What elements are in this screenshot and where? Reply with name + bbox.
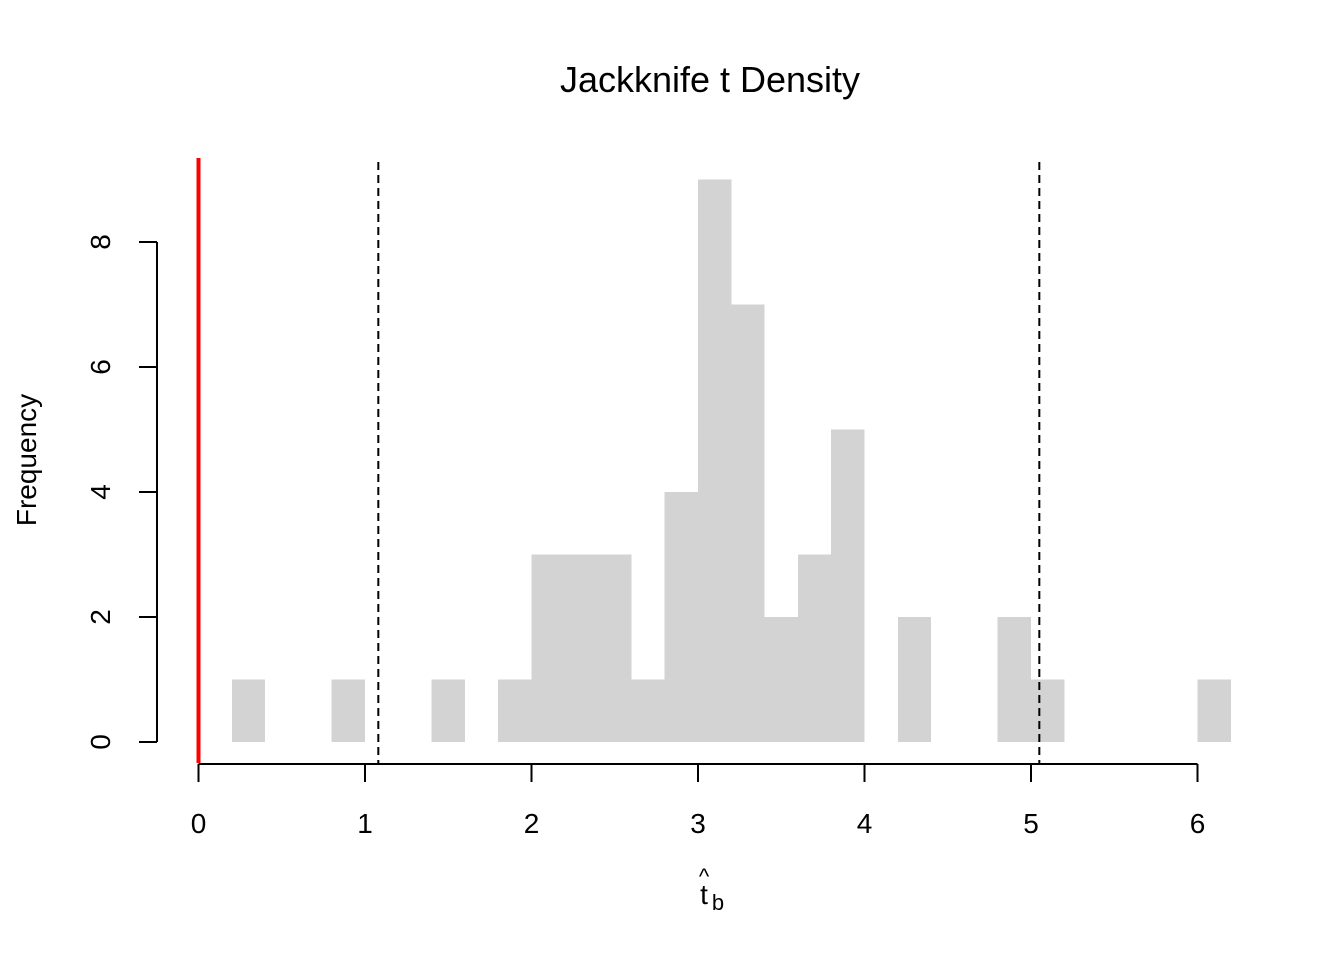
histogram-bar: [731, 304, 765, 742]
x-tick-label: 1: [357, 808, 373, 839]
x-axis: 0 1 2 3 4 5 6: [191, 763, 1206, 839]
histogram-bars: [231, 179, 1231, 742]
x-axis-label: ^ t b: [699, 864, 724, 915]
histogram-bar: [631, 679, 665, 742]
reference-lines: [196, 158, 1041, 763]
y-tick-label: 2: [85, 609, 116, 625]
y-tick-label: 0: [85, 734, 116, 750]
histogram-bar: [897, 617, 932, 742]
histogram-bar: [698, 179, 732, 742]
histogram-bar: [231, 679, 266, 742]
histogram-bar: [531, 554, 565, 742]
histogram-bar: [564, 554, 599, 742]
x-tick-label: 3: [690, 808, 706, 839]
x-axis-label-base: t: [700, 879, 708, 910]
histogram-bar: [997, 617, 1031, 742]
histogram-bar: [331, 679, 365, 742]
histogram-bar: [598, 554, 632, 742]
x-tick-label: 5: [1023, 808, 1039, 839]
chart-title: Jackknife t Density: [560, 59, 860, 100]
x-tick-label: 6: [1190, 808, 1206, 839]
histogram-bar: [764, 617, 798, 742]
y-tick-label: 6: [85, 359, 116, 375]
x-axis-label-subscript: b: [712, 890, 724, 915]
histogram-bar: [498, 679, 532, 742]
histogram-bar: [664, 492, 698, 742]
histogram-bar: [797, 554, 832, 742]
y-tick-label: 4: [85, 484, 116, 500]
x-tick-label: 2: [524, 808, 540, 839]
histogram-bar: [1031, 679, 1065, 742]
y-tick-label: 8: [85, 234, 116, 250]
x-axis-label-hat: ^: [699, 864, 710, 889]
x-tick-label: 0: [191, 808, 207, 839]
x-tick-label: 4: [857, 808, 873, 839]
histogram-bar: [831, 429, 865, 742]
histogram-bar: [431, 679, 465, 742]
y-axis: 0 2 4 6 8: [85, 234, 158, 750]
y-axis-label: Frequency: [11, 394, 42, 526]
histogram-bar: [1197, 679, 1231, 742]
